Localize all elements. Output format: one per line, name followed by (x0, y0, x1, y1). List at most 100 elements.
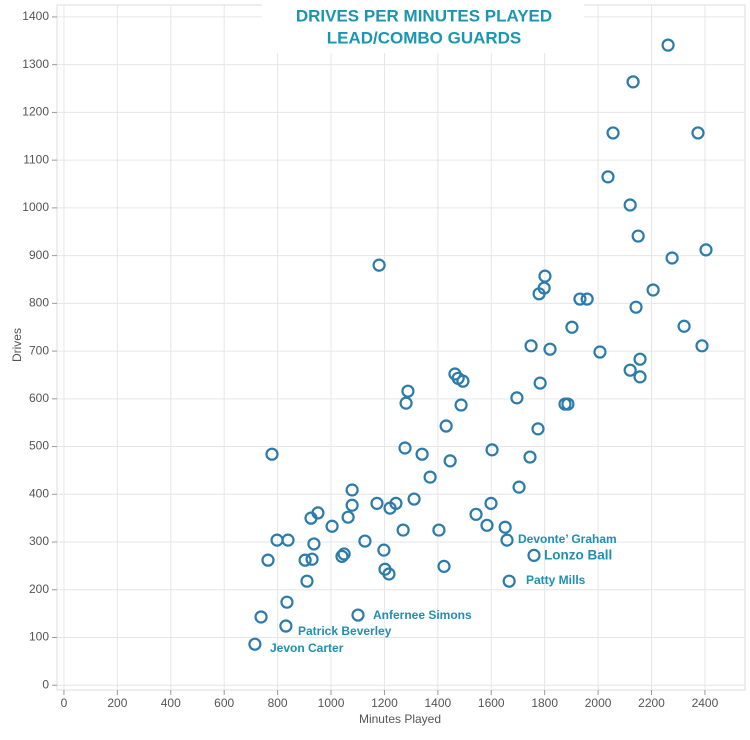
point (389, 496, 403, 510)
point (626, 75, 640, 89)
point (382, 567, 396, 581)
point (399, 396, 413, 410)
point (531, 422, 545, 436)
point (351, 608, 365, 622)
x-tick-label: 2000 (585, 696, 612, 710)
annotation: Lonzo Ball (544, 548, 612, 563)
y-tick-label: 1300 (22, 57, 49, 71)
point (480, 518, 494, 532)
point (341, 510, 355, 524)
point (623, 198, 637, 212)
point (345, 498, 359, 512)
point (311, 506, 325, 520)
point (396, 523, 410, 537)
point (677, 319, 691, 333)
point (307, 537, 321, 551)
point (439, 419, 453, 433)
point (561, 397, 575, 411)
x-tick-label: 800 (268, 696, 288, 710)
point (510, 391, 524, 405)
point (325, 519, 339, 533)
point (456, 374, 470, 388)
y-tick-label: 900 (29, 248, 49, 262)
point (300, 574, 314, 588)
x-tick-label: 1200 (371, 696, 398, 710)
point (699, 243, 713, 257)
point (372, 258, 386, 272)
annotation: Patty Mills (526, 573, 586, 587)
point (454, 398, 468, 412)
x-tick-label: 600 (214, 696, 234, 710)
y-tick-label: 400 (29, 486, 49, 500)
y-tick-label: 200 (29, 582, 49, 596)
point (407, 492, 421, 506)
y-axis-title: Drives (10, 328, 24, 362)
point (661, 38, 675, 52)
point (543, 342, 557, 356)
x-tick-label: 2200 (638, 696, 665, 710)
y-tick-label: 0 (42, 677, 49, 691)
y-tick-label: 700 (29, 343, 49, 357)
x-tick-label: 0 (61, 696, 68, 710)
point (370, 496, 384, 510)
point (629, 300, 643, 314)
point (580, 292, 594, 306)
y-tick-label: 800 (29, 296, 49, 310)
point (437, 559, 451, 573)
y-tick-label: 500 (29, 439, 49, 453)
point (665, 251, 679, 265)
point (377, 543, 391, 557)
point (469, 507, 483, 521)
annotation: Devonte’ Graham (518, 532, 617, 546)
point (335, 549, 349, 563)
point (512, 480, 526, 494)
x-axis-title: Minutes Played (359, 712, 441, 726)
point (401, 384, 415, 398)
y-tick-label: 1200 (22, 105, 49, 119)
point (691, 126, 705, 140)
point (345, 483, 359, 497)
x-tick-label: 2400 (692, 696, 719, 710)
point (523, 450, 537, 464)
point (265, 447, 279, 461)
point (298, 553, 312, 567)
y-tick-label: 1400 (22, 9, 49, 23)
point (524, 339, 538, 353)
chart-title: DRIVES PER MINUTES PLAYED (296, 6, 552, 25)
point (432, 523, 446, 537)
point (279, 619, 293, 633)
point (527, 548, 541, 562)
chart-subtitle: LEAD/COMBO GUARDS (327, 28, 522, 47)
x-tick-label: 1400 (425, 696, 452, 710)
point (498, 520, 512, 534)
y-tick-label: 100 (29, 630, 49, 644)
point (631, 229, 645, 243)
point (443, 454, 457, 468)
title-box (262, 3, 584, 53)
point (280, 595, 294, 609)
point (337, 547, 351, 561)
point (533, 376, 547, 390)
point (415, 447, 429, 461)
point (646, 283, 660, 297)
annotation: Anfernee Simons (373, 608, 472, 622)
x-tick-label: 200 (107, 696, 127, 710)
y-tick-label: 300 (29, 534, 49, 548)
point (500, 533, 514, 547)
point (606, 126, 620, 140)
point (537, 281, 551, 295)
x-tick-label: 1800 (531, 696, 558, 710)
point (623, 363, 637, 377)
point (695, 339, 709, 353)
y-tick-label: 600 (29, 391, 49, 405)
x-tick-label: 400 (161, 696, 181, 710)
point (485, 443, 499, 457)
point (502, 574, 516, 588)
point (633, 352, 647, 366)
point (281, 533, 295, 547)
plot-area (56, 4, 746, 691)
point (358, 534, 372, 548)
annotation: Patrick Beverley (298, 624, 392, 638)
y-tick-label: 1000 (22, 200, 49, 214)
